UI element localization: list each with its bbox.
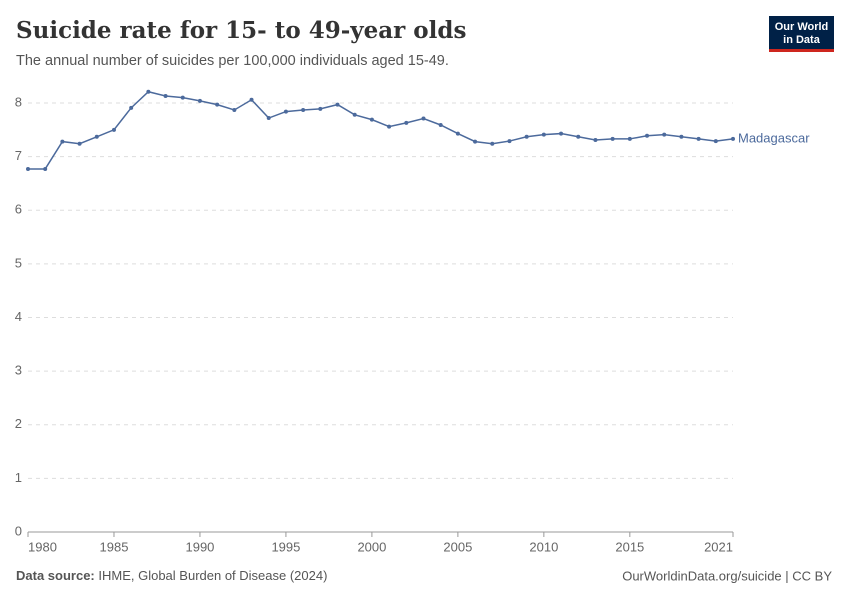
point <box>163 94 168 99</box>
point <box>731 136 735 141</box>
point <box>266 116 271 121</box>
logo-box <box>769 16 834 49</box>
y-tick-label: 0 <box>15 523 22 538</box>
x-tick-label: 1980 <box>28 539 57 554</box>
footer-source: Data source: IHME, Global Burden of Dise… <box>16 568 327 583</box>
point <box>26 166 30 171</box>
line <box>28 90 734 170</box>
point <box>662 132 667 137</box>
point <box>627 136 632 141</box>
point <box>352 112 357 117</box>
point <box>455 131 460 136</box>
x-tick-label: 2000 <box>357 539 386 554</box>
point <box>146 89 151 94</box>
point <box>215 102 220 107</box>
source-label: Data source: <box>16 568 95 583</box>
y-tick-label: 4 <box>15 309 22 324</box>
y-tick-label: 7 <box>15 148 22 163</box>
point <box>129 105 134 110</box>
point <box>94 134 99 139</box>
point <box>610 136 615 141</box>
x-tick-label: 2005 <box>443 539 472 554</box>
logo[interactable]: Our World in Data <box>769 16 834 52</box>
point <box>541 132 546 137</box>
x-tick-label: 2010 <box>529 539 558 554</box>
point <box>335 102 340 107</box>
point <box>507 139 512 144</box>
x-tick-label: 2015 <box>615 539 644 554</box>
y-tick-label: 3 <box>15 363 22 378</box>
point <box>283 109 288 114</box>
x-tick-label: 1995 <box>271 539 300 554</box>
point <box>249 97 254 102</box>
point <box>490 141 495 146</box>
source-text: IHME, Global Burden of Disease (2024) <box>98 568 327 583</box>
y-tick-label: 5 <box>15 255 22 270</box>
logo-bar <box>769 49 834 52</box>
footer-credit[interactable]: OurWorldinData.org/suicide | CC BY <box>622 568 832 583</box>
logo-text: in Data <box>783 34 821 46</box>
point <box>696 136 701 141</box>
point <box>60 139 65 144</box>
point <box>645 133 650 138</box>
point <box>301 107 306 112</box>
point <box>421 116 426 121</box>
chart-subtitle: The annual number of suicides per 100,00… <box>16 53 449 69</box>
point <box>473 139 478 144</box>
x-tick-label: 1985 <box>100 539 129 554</box>
point <box>77 141 82 146</box>
point <box>576 134 581 139</box>
point <box>404 120 409 125</box>
point <box>387 124 392 129</box>
series-label: Madagascar <box>738 130 810 145</box>
point <box>111 127 116 132</box>
x-tick-label: 1990 <box>185 539 214 554</box>
point <box>369 117 374 122</box>
point <box>197 98 202 103</box>
point <box>593 138 598 143</box>
y-tick-label: 6 <box>15 202 22 217</box>
point <box>43 166 48 171</box>
point <box>559 131 564 136</box>
y-tick-label: 2 <box>15 416 22 431</box>
point <box>438 122 443 127</box>
y-tick-label: 1 <box>15 470 22 485</box>
y-tick-label: 8 <box>15 94 22 109</box>
x-tick-label: 2021 <box>704 539 733 554</box>
point <box>180 95 185 100</box>
chart-title: Suicide rate for 15- to 49-year olds <box>16 17 466 44</box>
point <box>679 134 684 139</box>
point <box>318 106 323 111</box>
logo-text: Our World <box>775 21 829 33</box>
point <box>232 107 237 112</box>
point <box>713 139 718 144</box>
point <box>524 134 529 139</box>
